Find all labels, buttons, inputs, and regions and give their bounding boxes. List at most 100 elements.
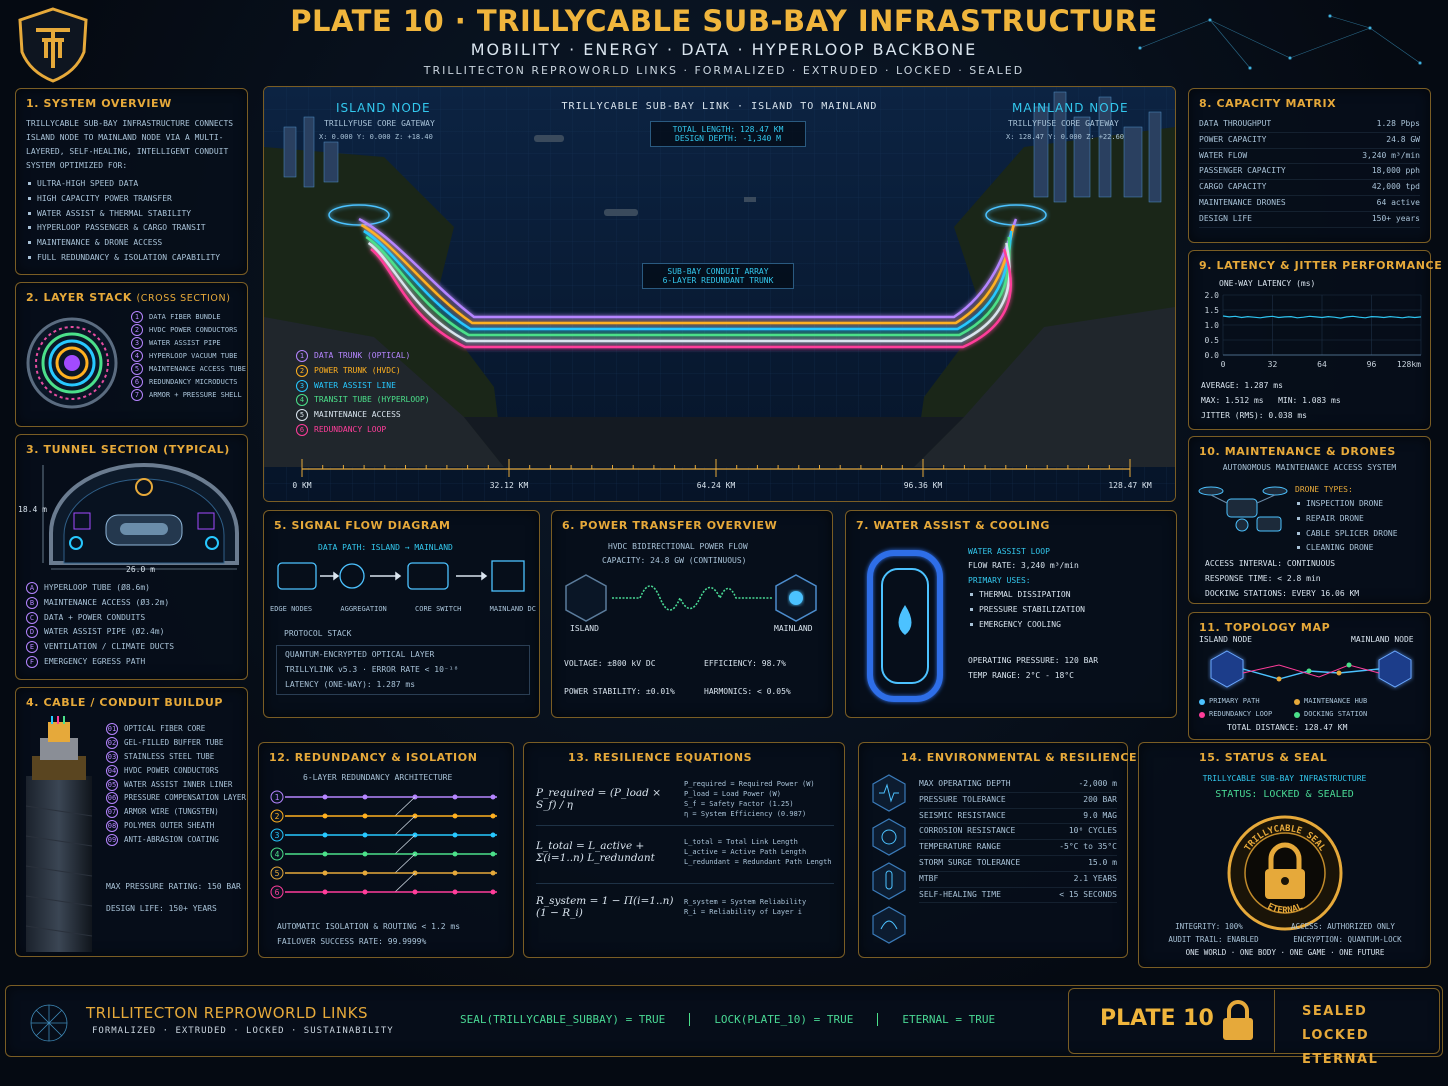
tunnel-item: F EMERGENCY EGRESS PATH [26, 655, 174, 670]
scale-label: 96.36 KM [903, 481, 943, 490]
redundancy-switch [394, 853, 416, 874]
footer-brand: TRILLITECTON REPROWORLD LINKS [86, 1004, 368, 1022]
redundancy-number: 3 [275, 831, 280, 840]
island-gateway: TRILLYFUSE CORE GATEWAY [324, 119, 435, 128]
redundancy-number: 4 [275, 850, 280, 859]
redundancy-node [452, 889, 458, 895]
environment-row-key: MAX OPERATING DEPTH [919, 779, 1011, 788]
motto: ONE WORLD · ONE BODY · ONE GAME · ONE FU… [1185, 947, 1385, 957]
topology-legend-item: DOCKING STATION [1294, 708, 1414, 721]
use: EMERGENCY COOLING [968, 618, 1085, 633]
stage: AGGREGATION [340, 605, 387, 613]
stack-layer: TRILLYLINK v5.3 · ERROR RATE < 10⁻¹⁸ [285, 664, 459, 674]
decoration [1288, 56, 1292, 60]
panel-redundancy: 12. REDUNDANCY & ISOLATION 6-LAYER REDUN… [258, 742, 514, 958]
definition: R_system = System Reliability [684, 897, 807, 906]
tunnel-item-key: F [26, 655, 38, 668]
decoration [25, 925, 93, 937]
power-stat: POWER STABILITY: ±0.01% [564, 686, 675, 696]
environment-row: STORM SURGE TOLERANCE 15.0 m [919, 856, 1117, 872]
bullet: MAINTENANCE & DRONE ACCESS [26, 236, 237, 251]
cable-layer-text: HVDC POWER CONDUCTORS [124, 765, 219, 775]
decoration [1256, 494, 1276, 504]
decoration [30, 1004, 68, 1042]
status-item: ACCESS: AUTHORIZED ONLY [1291, 922, 1395, 931]
array-sub: 6-LAYER REDUNDANT TRUNK [662, 276, 774, 285]
decoration [205, 536, 219, 550]
map-legend-item-text: TRANSIT TUBE (HYPERLOOP) [314, 395, 430, 405]
temp-range: TEMP RANGE: 2°C - 18°C [968, 671, 1074, 681]
tunnel-item: A HYPERLOOP TUBE (Ø8.6m) [26, 581, 174, 596]
decoration [35, 326, 109, 400]
decoration [1227, 1000, 1249, 1018]
panel-title: 12. REDUNDANCY & ISOLATION [269, 751, 478, 764]
panel-power: 6. POWER TRANSFER OVERVIEW HVDC BIDIRECT… [551, 510, 833, 718]
decoration [277, 562, 317, 590]
redundancy-marker [270, 847, 284, 861]
redundancy-node [362, 832, 368, 838]
cable-layer-text: WATER ASSIST INNER LINER [124, 779, 233, 789]
decoration [303, 116, 315, 188]
decoration [135, 478, 153, 496]
status-system: TRILLYCABLE SUB-BAY INFRASTRUCTURE [1202, 774, 1367, 783]
decoration [1198, 486, 1288, 532]
width-label: 26.0 m [126, 565, 155, 574]
definition: S_f = Safety Factor (1.25) [684, 800, 794, 809]
decoration [1098, 96, 1112, 198]
tunnel-item-text: VENTILATION / CLIMATE DUCTS [44, 642, 175, 652]
redundancy-number: 5 [275, 869, 280, 878]
environment-row-text: 15.0 m [1088, 857, 1117, 867]
decoration [339, 563, 365, 589]
tunnel-item: E VENTILATION / CLIMATE DUCTS [26, 640, 174, 655]
decoration [40, 738, 78, 760]
power-stat: HARMONICS: < 0.05% [704, 686, 791, 696]
decoration [1346, 662, 1352, 668]
decoration [25, 835, 93, 847]
decoration [872, 862, 906, 900]
redundancy-node [452, 851, 458, 857]
capacity-row-text: 64 active [1376, 197, 1420, 207]
decoration [1123, 126, 1143, 198]
definitions: P_required = Required Power (W) P_load = … [684, 779, 815, 820]
map-legend-item-key: 5 [296, 409, 308, 422]
environment-row-key: STORM SURGE TOLERANCE [919, 857, 1021, 867]
decoration [1033, 106, 1049, 198]
tunnel-item-key: B [26, 596, 38, 609]
decoration [328, 204, 390, 226]
definition: P_required = Required Power (W) [684, 780, 815, 788]
map-legend-item-key: 6 [296, 423, 308, 436]
footer: TRILLITECTON REPROWORLD LINKS FORMALIZED… [5, 985, 1443, 1067]
decoration [898, 605, 912, 635]
tagline: TRILLITECTON REPROWORLD LINKS · FORMALIZ… [423, 64, 1025, 77]
capacity-row-key: MAINTENANCE DRONES [1199, 197, 1286, 207]
redundancy-node [362, 813, 368, 819]
cable-layer: 03 STAINLESS STEEL TUBE [106, 750, 246, 764]
decoration [1336, 670, 1342, 676]
status-row: INTEGRITY: 100% ACCESS: AUTHORIZED ONLY [1151, 921, 1419, 934]
environment-row: SEISMIC RESISTANCE 9.0 MAG [919, 809, 1117, 825]
seal-bottom: ETERNAL [1266, 902, 1305, 916]
cable-layer: 01 OPTICAL FIBER CORE [106, 722, 246, 736]
legend-swatch [1199, 699, 1205, 705]
types-title: DRONE TYPES: [1295, 485, 1353, 494]
definitions: L_total = Total Link Length L_active = Ac… [684, 837, 832, 867]
drone-types: DRONE TYPES: INSPECTION DRONE REPAIR DRON… [1295, 483, 1398, 556]
decoration [1148, 111, 1162, 203]
panel-title: 14. ENVIRONMENTAL & RESILIENCE [901, 751, 1138, 764]
scale-labels: 0 KM 32.12 KM 64.24 KM 96.36 KM 128.47 KM [264, 481, 1175, 495]
stage: MAINLAND DC [489, 605, 536, 613]
decoration [333, 571, 340, 581]
panel-signal: 5. SIGNAL FLOW DIAGRAM DATA PATH: ISLAND… [263, 510, 540, 718]
redundancy-node [322, 832, 328, 838]
panel-topology: 11. TOPOLOGY MAP ISLAND NODE MAINLAND NO… [1188, 612, 1431, 740]
map-illustration [264, 87, 1175, 501]
array-label: SUB-BAY CONDUIT ARRAY [667, 267, 769, 276]
panel-title: 6. POWER TRANSFER OVERVIEW [562, 519, 778, 532]
map-legend-item-text: MAINTENANCE ACCESS [314, 410, 401, 420]
decoration [35, 1009, 63, 1037]
cable-layer: 05 WATER ASSIST INNER LINER [106, 778, 246, 792]
redundancy-diagram: 1 2 3 4 5 6 [270, 790, 497, 899]
jitter: JITTER (RMS): 0.038 ms [1201, 410, 1307, 420]
decoration [612, 585, 772, 611]
panel-equations: 13. RESILIENCE EQUATIONS P_required = (P… [523, 742, 845, 958]
